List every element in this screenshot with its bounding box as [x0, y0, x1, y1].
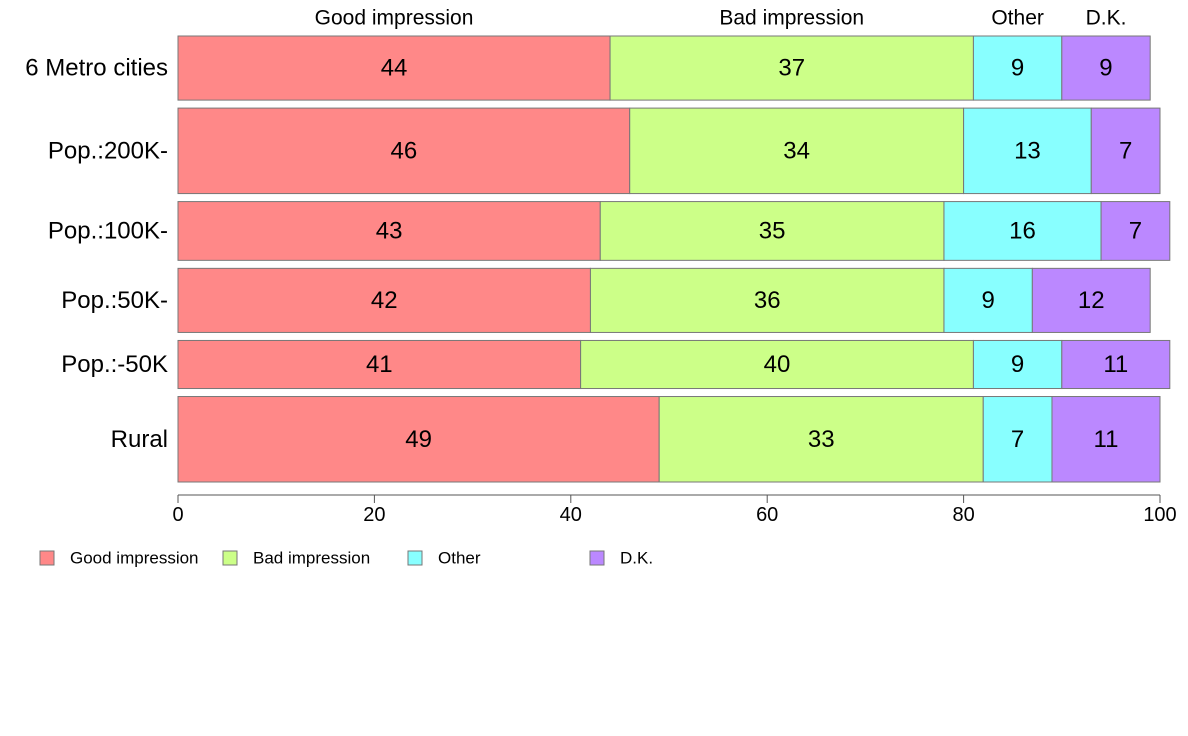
bar-value-label: 11	[1094, 426, 1119, 453]
bar-value-label: 9	[1099, 55, 1112, 82]
category-label: Pop.:100K-	[48, 217, 168, 244]
bar-segment	[177, 339, 582, 390]
legend-label: Good impression	[70, 549, 199, 568]
bar-value-label: 35	[759, 217, 786, 244]
x-tick-label: 0	[172, 504, 183, 526]
x-tick-label: 80	[952, 504, 974, 526]
x-tick-label: 20	[363, 504, 385, 526]
bar-segment	[963, 107, 1092, 195]
bar-value-label: 16	[1009, 217, 1036, 244]
bar-value-label: 42	[371, 287, 398, 314]
legend-swatch	[39, 550, 55, 566]
column-header: D.K.	[1086, 7, 1127, 30]
bar-value-label: 7	[1011, 426, 1024, 453]
category-label: Pop.:-50K	[61, 351, 168, 378]
legend-label: Other	[438, 549, 481, 568]
bar-segment	[580, 339, 974, 390]
category-label: Rural	[111, 426, 168, 453]
bar-value-label: 7	[1119, 137, 1132, 164]
bar-value-label: 44	[381, 55, 408, 82]
bar-segment	[1090, 107, 1161, 195]
bar-value-label: 9	[1011, 351, 1024, 378]
x-tick-label: 60	[756, 504, 778, 526]
category-label: 6 Metro cities	[25, 55, 168, 82]
bar-value-label: 40	[764, 351, 791, 378]
category-label: Pop.:200K-	[48, 137, 168, 164]
bar-segment	[972, 339, 1063, 390]
bar-segment	[177, 201, 601, 261]
bar-value-label: 34	[783, 137, 810, 164]
bar-segment	[589, 267, 945, 333]
bar-segment	[982, 396, 1053, 483]
legend-swatch	[222, 550, 238, 566]
bar-segment	[177, 267, 591, 333]
legend-label: D.K.	[620, 549, 653, 568]
column-header: Good impression	[315, 7, 474, 30]
bar-value-label: 43	[376, 217, 403, 244]
bar-segment	[629, 107, 965, 195]
legend-swatch	[589, 550, 605, 566]
bar-value-label: 41	[366, 351, 393, 378]
x-tick-label: 40	[560, 504, 582, 526]
bar-segment	[1031, 267, 1151, 333]
bar-segment	[1051, 396, 1161, 483]
bar-value-label: 46	[391, 137, 418, 164]
bar-value-label: 37	[778, 55, 805, 82]
bar-segment	[177, 396, 660, 483]
category-label: Pop.:50K-	[61, 287, 168, 314]
bar-value-label: 7	[1129, 217, 1142, 244]
bar-segment	[1100, 201, 1171, 261]
bar-value-label: 11	[1103, 351, 1128, 378]
bar-value-label: 36	[754, 287, 781, 314]
legend-swatch	[407, 550, 423, 566]
legend-label: Bad impression	[253, 549, 370, 568]
column-header: Bad impression	[719, 7, 864, 30]
bar-value-label: 13	[1014, 137, 1041, 164]
bar-segment	[177, 107, 631, 195]
bar-value-label: 9	[1011, 55, 1024, 82]
bar-segment	[1061, 35, 1151, 101]
column-header: Other	[991, 7, 1044, 30]
bar-value-label: 33	[808, 426, 835, 453]
bar-segment	[177, 35, 611, 101]
bar-value-label: 12	[1078, 287, 1105, 314]
bar-value-label: 9	[981, 287, 994, 314]
x-tick-label: 100	[1143, 504, 1176, 526]
bar-segment	[658, 396, 984, 483]
bar-segment	[599, 201, 945, 261]
bar-segment	[972, 35, 1063, 101]
bar-segment	[1061, 339, 1171, 390]
bar-segment	[609, 35, 974, 101]
bar-value-label: 49	[405, 426, 432, 453]
